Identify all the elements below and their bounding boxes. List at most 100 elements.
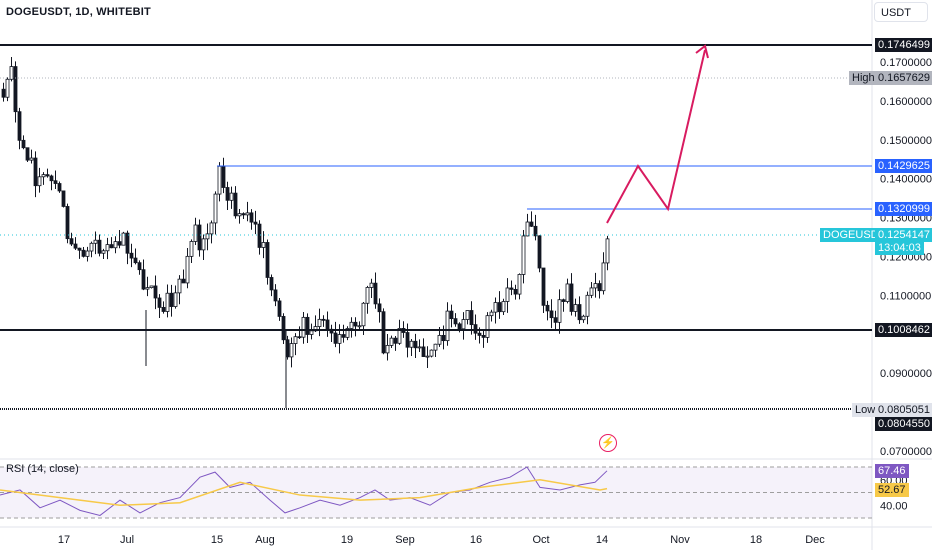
currency-selector[interactable]: USDT <box>874 2 928 22</box>
chart-title: DOGEUSDT, 1D, WHITEBIT <box>6 6 151 18</box>
time-tick-label: Aug <box>255 534 275 546</box>
candle-body <box>241 213 246 216</box>
candle-body <box>213 193 218 224</box>
candle-body <box>305 316 310 335</box>
candle-body <box>389 337 394 346</box>
candle-body <box>133 257 138 264</box>
time-tick-label: Sep <box>395 534 415 546</box>
candle-body <box>373 282 378 305</box>
levels <box>0 44 872 410</box>
candle-body <box>481 335 486 338</box>
candle-body <box>477 332 482 336</box>
candle-body <box>517 274 522 295</box>
candle-body <box>289 343 294 358</box>
candle-body <box>533 225 538 237</box>
candle-body <box>281 316 286 341</box>
candle-body <box>565 283 570 302</box>
candle-body <box>181 278 186 284</box>
candle-body <box>429 349 434 357</box>
candle-body <box>601 262 606 292</box>
rsi-value-tag: 67.46 <box>875 464 909 478</box>
candle-body <box>573 304 578 312</box>
candle-body <box>53 180 58 184</box>
candle-body <box>5 78 10 98</box>
candle-body <box>65 206 70 240</box>
candle-body <box>189 241 194 257</box>
candle-body <box>501 301 506 313</box>
candle-body <box>97 239 102 254</box>
candle-body <box>29 157 34 161</box>
candle-body <box>165 292 170 312</box>
candle-body <box>337 334 342 344</box>
candle-body <box>101 250 106 254</box>
candle-body <box>293 336 298 344</box>
candle-body <box>265 242 270 278</box>
candle-body <box>465 310 470 320</box>
candle-body <box>405 332 410 348</box>
projection-path <box>606 49 706 224</box>
candle-body <box>529 221 534 227</box>
candle-body <box>45 174 50 177</box>
candle-body <box>549 310 554 319</box>
candle-body <box>317 318 322 327</box>
candle-body <box>485 315 490 338</box>
time-tick-label: Oct <box>532 534 549 546</box>
candle-body <box>453 318 458 325</box>
time-tick-label: 18 <box>750 534 762 546</box>
rsi-pane <box>0 466 872 519</box>
candle-body <box>1 88 6 98</box>
candle-body <box>161 307 166 312</box>
candle-body <box>537 235 542 269</box>
candle-body <box>253 221 258 225</box>
candle-body <box>521 235 526 275</box>
candle-body <box>25 147 30 161</box>
candle-body <box>157 297 162 308</box>
candle-body <box>61 190 66 207</box>
candle-body <box>353 321 358 327</box>
candle-body <box>185 255 190 284</box>
price-tick-label: 0.0900000 <box>880 368 932 380</box>
time-tick-label: 14 <box>596 534 608 546</box>
rsi-ma-line <box>0 478 608 507</box>
candle-body <box>81 249 86 257</box>
candle-body <box>513 288 518 295</box>
time-tick-label: 19 <box>341 534 353 546</box>
resistance-top-tag: 0.1746499 <box>875 38 932 52</box>
candle-body <box>541 267 546 306</box>
candle-body <box>205 233 210 240</box>
candle-body <box>209 222 214 235</box>
support-tag: 0.1008462 <box>875 323 932 337</box>
candle-body <box>33 157 38 187</box>
candle-body <box>73 243 78 249</box>
candle-body <box>153 285 158 299</box>
candle-body <box>377 303 382 313</box>
time-tick-label: Nov <box>670 534 690 546</box>
time-tick-label: Dec <box>805 534 825 546</box>
candle-body <box>393 337 398 344</box>
candle-body <box>137 262 142 271</box>
candle-body <box>433 343 438 351</box>
candle-body <box>597 283 602 292</box>
candle-body <box>249 212 254 223</box>
candle-body <box>369 282 374 288</box>
candle-body <box>173 292 178 307</box>
high-label-tag: High <box>849 71 878 85</box>
rsi-title: RSI (14, close) <box>6 463 79 475</box>
candle-body <box>93 239 98 244</box>
candle-body <box>505 287 510 302</box>
candle-body <box>105 244 110 252</box>
candle-body <box>297 336 302 339</box>
lightning-icon[interactable]: ⚡ <box>599 434 617 452</box>
candle-body <box>497 302 502 313</box>
candle-body <box>49 175 54 182</box>
candle-body <box>217 165 222 195</box>
level-2-tag: 0.1320999 <box>875 202 932 216</box>
candle-body <box>449 310 454 320</box>
candle-body <box>325 319 330 330</box>
candle-body <box>85 250 90 257</box>
time-tick-label: 17 <box>58 534 70 546</box>
symbol-tag: DOGEUSDT <box>820 228 889 242</box>
candle-body <box>277 300 282 317</box>
